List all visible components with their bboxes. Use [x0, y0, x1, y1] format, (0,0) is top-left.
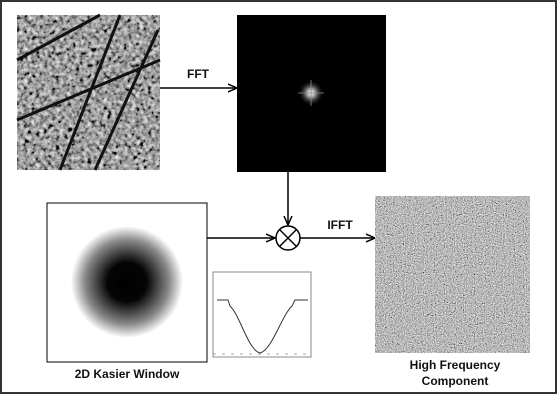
multiply-node [276, 226, 300, 250]
fft-label: FFT [187, 67, 210, 81]
output-image [375, 196, 530, 353]
fft-image [237, 15, 386, 172]
window-label: 2D Kasier Window [75, 367, 180, 381]
input-image [17, 15, 160, 170]
output-label: High Frequency [410, 358, 501, 372]
window-profile [213, 272, 311, 357]
kaiser-window [47, 203, 207, 362]
output-label: Component [422, 374, 489, 388]
ifft-label: IFFT [327, 218, 353, 232]
diagram: FFT IFFT 2D Kasier Window High Frequency… [0, 0, 557, 394]
